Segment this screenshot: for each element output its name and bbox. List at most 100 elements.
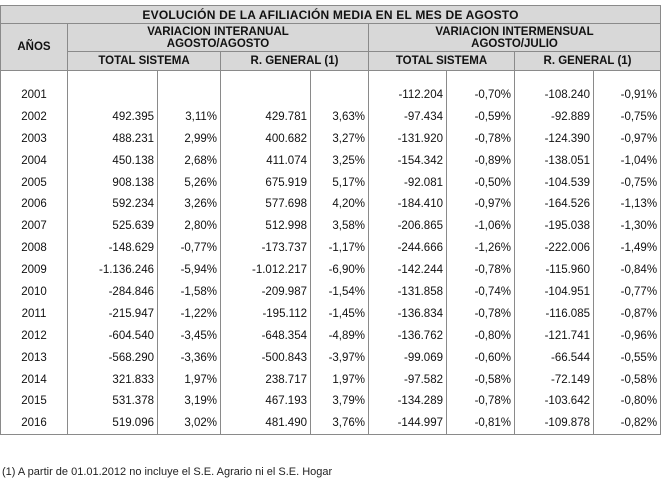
year-cell: 2001 (0, 84, 68, 106)
year-cell: 2008 (0, 237, 68, 260)
intermensual-general-pct: -0,82% (592, 412, 662, 436)
intermensual-general-pct: -0,75% (592, 171, 662, 194)
intermensual-total-value: -97.434 (368, 105, 447, 128)
intermensual-total-pct: -0,78% (446, 390, 515, 413)
interanual-general-pct: 3,63% (310, 105, 369, 128)
interanual-general-value (220, 84, 311, 106)
interanual-general-pct: 3,27% (310, 127, 369, 150)
intermensual-total-value: -134.289 (368, 390, 447, 413)
intermensual-total-pct: -0,70% (446, 84, 515, 106)
intermensual-general-value: -116.085 (514, 302, 594, 325)
interanual-general-value: 577.698 (220, 193, 311, 216)
group-interanual-line2: AGOSTO/AGOSTO (166, 37, 270, 50)
interanual-general-pct (310, 84, 369, 106)
interanual-general-value: 429.781 (220, 105, 311, 128)
intermensual-total-pct: -0,97% (446, 193, 515, 216)
intermensual-general-value: -121.741 (514, 324, 594, 347)
interanual-general-value: -173.737 (220, 237, 311, 260)
intermensual-total-header: TOTAL SISTEMA (368, 51, 515, 71)
year-cell: 2002 (0, 105, 68, 128)
year-cell: 2014 (0, 368, 68, 391)
intermensual-total-pct: -0,80% (446, 324, 515, 347)
year-cell: 2003 (0, 127, 68, 150)
interanual-total-value: 450.138 (67, 149, 158, 172)
intermensual-general-value: -115.960 (514, 259, 594, 282)
table-row: 2005 908.138 5,26% 675.919 5,17% -92.081 -0,50… (0, 171, 662, 194)
table-row: 2007 525.639 2,80% 512.998 3,58% -206.865 -1,0… (0, 215, 662, 238)
table-row: 2003 488.231 2,99% 400.682 3,27% -131.920 -0,7… (0, 127, 662, 150)
year-cell: 2010 (0, 281, 68, 303)
intermensual-general-value: -104.951 (514, 281, 594, 303)
intermensual-general-pct: -0,91% (592, 84, 662, 106)
intermensual-general-pct: -0,58% (592, 368, 662, 391)
interanual-general-value: 675.919 (220, 171, 311, 194)
intermensual-general-value: -104.539 (514, 171, 594, 194)
interanual-total-value: 592.234 (67, 193, 158, 216)
interanual-total-pct: 3,02% (157, 412, 221, 436)
intermensual-total-value: -92.081 (368, 171, 447, 194)
interanual-general-pct: -6,90% (310, 259, 369, 282)
interanual-total-pct: -3,36% (157, 346, 221, 369)
table-row: 2015 531.378 3,19% 467.193 3,79% -134.289 -0,7… (0, 390, 662, 413)
intermensual-total-value: -97.582 (368, 368, 447, 391)
interanual-general-value: -209.987 (220, 281, 311, 303)
table-row: 2012 -604.540 -3,45% -648.354 -4,89% -136.762… (0, 324, 662, 347)
intermensual-total-pct: -0,50% (446, 171, 515, 194)
affiliation-table: EVOLUCIÓN DE LA AFILIACIÓN MEDIA EN EL M… (0, 5, 662, 436)
intermensual-total-pct: -1,26% (446, 237, 515, 260)
year-cell: 2005 (0, 171, 68, 194)
table-row: 2006 592.234 3,26% 577.698 4,20% -184.410 -0,9… (0, 193, 662, 216)
intermensual-total-pct: -0,81% (446, 412, 515, 436)
interanual-total-pct: -1,58% (157, 281, 221, 303)
interanual-total-value: -604.540 (67, 324, 158, 347)
interanual-general-value: 400.682 (220, 127, 311, 150)
interanual-general-pct: 3,76% (310, 412, 369, 436)
interanual-general-pct: 1,97% (310, 368, 369, 391)
interanual-total-value: 908.138 (67, 171, 158, 194)
intermensual-general-value: -222.006 (514, 237, 594, 260)
interanual-total-pct (157, 84, 221, 106)
intermensual-general-value: -195.038 (514, 215, 594, 238)
intermensual-general-pct: -0,84% (592, 259, 662, 282)
intermensual-total-pct: -0,78% (446, 259, 515, 282)
interanual-total-value: -284.846 (67, 281, 158, 303)
intermensual-general-pct: -1,49% (592, 237, 662, 260)
intermensual-total-pct: -0,60% (446, 346, 515, 369)
table-body: 2001 -112.204 -0,70% -108.240 -0,91% 2002 492.… (0, 70, 662, 436)
intermensual-total-value: -131.920 (368, 127, 447, 150)
intermensual-total-pct: -0,59% (446, 105, 515, 128)
footnote: (1) A partir de 01.01.2012 no incluye el… (2, 466, 333, 478)
group-interanual-line1: VARIACION INTERANUAL (147, 25, 289, 38)
years-header: AÑOS (0, 23, 68, 71)
table-row: 2016 519.096 3,02% 481.490 3,76% -144.997 -0,8… (0, 412, 662, 436)
interanual-general-value: -1.012.217 (220, 259, 311, 282)
year-cell: 2016 (0, 412, 68, 436)
year-cell: 2007 (0, 215, 68, 238)
table-row: 2014 321.833 1,97% 238.717 1,97% -97.582 -0,58… (0, 368, 662, 391)
intermensual-general-pct: -0,87% (592, 302, 662, 325)
table-row: 2009 -1.136.246 -5,94% -1.012.217 -6,90% -142… (0, 259, 662, 282)
table-row: 2013 -568.290 -3,36% -500.843 -3,97% -99.069-… (0, 346, 662, 369)
table-row: 2004 450.138 2,68% 411.074 3,25% -154.342 -0,8… (0, 149, 662, 172)
table-row: 2011 -215.947 -1,22% -195.112 -1,45% -136.834… (0, 302, 662, 325)
interanual-total-pct: 2,68% (157, 149, 221, 172)
interanual-total-pct: 2,99% (157, 127, 221, 150)
group-interanual-header: VARIACION INTERANUAL AGOSTO/AGOSTO (67, 23, 369, 52)
intermensual-total-value: -131.858 (368, 281, 447, 303)
group-intermensual-line2: AGOSTO/JULIO (471, 37, 558, 50)
interanual-general-pct: 3,25% (310, 149, 369, 172)
intermensual-general-value: -164.526 (514, 193, 594, 216)
group-intermensual-header: VARIACION INTERMENSUAL AGOSTO/JULIO (367, 23, 662, 52)
interanual-general-value: -195.112 (220, 302, 311, 325)
intermensual-total-value: -99.069 (368, 346, 447, 369)
interanual-total-pct: 2,80% (157, 215, 221, 238)
interanual-total-pct: 1,97% (157, 368, 221, 391)
interanual-total-value: -1.136.246 (67, 259, 158, 282)
intermensual-total-value: -244.666 (368, 237, 447, 260)
interanual-general-pct: 3,79% (310, 390, 369, 413)
intermensual-general-value: -66.544 (514, 346, 594, 369)
interanual-total-value: 531.378 (67, 390, 158, 413)
interanual-general-pct: 4,20% (310, 193, 369, 216)
interanual-general-value: -500.843 (220, 346, 311, 369)
interanual-general-pct: 3,58% (310, 215, 369, 238)
